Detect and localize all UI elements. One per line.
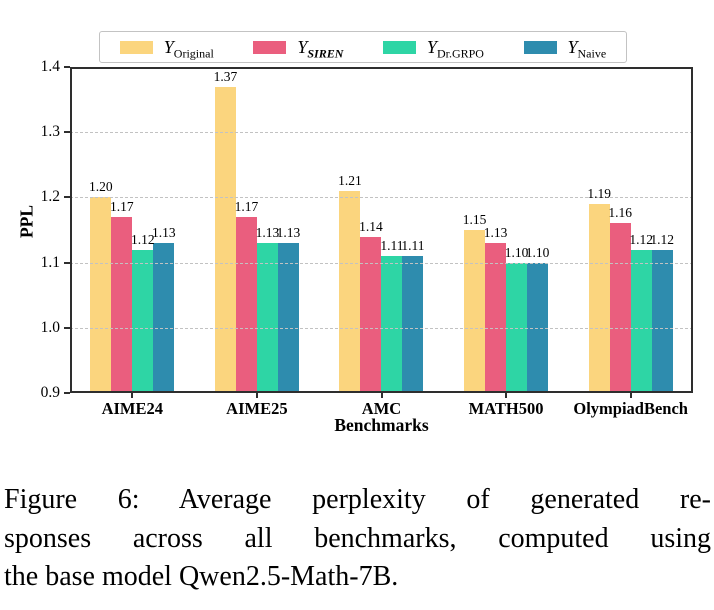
legend-sub-drgrpo: Dr.GRPO: [436, 45, 484, 60]
bar-value-label: 1.17: [109, 198, 134, 214]
chart-legend: YOriginal YSIREN YDr.GRPO YNaive: [99, 31, 627, 63]
x-tick-mark: [505, 393, 508, 398]
x-tick-mark: [255, 393, 258, 398]
bar-value-label: 1.10: [525, 244, 550, 260]
legend-symbol: Y: [567, 36, 578, 57]
x-tick-mark: [629, 393, 632, 398]
caption-line-1: Figure 6: Average perplexity of generate…: [4, 484, 711, 515]
legend-item-original: YOriginal: [119, 36, 214, 60]
y-tick-label-1.3: 1.3: [40, 123, 60, 141]
bar-group-aime25: 1.37 1.17 1.13 1.13: [195, 67, 320, 393]
x-tick-label-olympiadbench: OlympiadBench: [573, 399, 688, 418]
legend-swatch-original: [119, 40, 153, 54]
bar-group-amc: 1.21 1.14 1.11 1.11: [319, 67, 444, 393]
bar-value-label: 1.14: [359, 218, 383, 234]
bar-value-label: 1.13: [483, 225, 508, 241]
x-tick-label-amc: AMC: [361, 399, 402, 418]
bar-drgrpo-math500: 1.10: [505, 245, 528, 393]
bar-siren-amc: 1.14: [359, 219, 383, 393]
bar-value-label: 1.10: [504, 244, 529, 260]
bar-original-aime24: 1.20: [89, 179, 113, 393]
y-tick-mark: [64, 131, 70, 134]
legend-symbol: Y: [426, 36, 437, 57]
bar-value-label: 1.11: [401, 238, 425, 254]
legend-label-siren: YSIREN: [297, 36, 344, 60]
legend-sub-naive: Naive: [577, 45, 607, 60]
x-tick-mark: [131, 393, 134, 398]
y-tick-label-1.2: 1.2: [40, 188, 60, 206]
bar-value-label: 1.12: [629, 231, 653, 247]
bar-value-label: 1.13: [276, 225, 301, 241]
bar-value-label: 1.19: [587, 185, 611, 201]
legend-item-siren: YSIREN: [253, 36, 344, 60]
bar-naive-amc: 1.11: [401, 238, 425, 393]
bar-original-aime25: 1.37: [214, 69, 237, 393]
bar-value-label: 1.15: [462, 212, 487, 227]
y-tick-mark: [64, 66, 70, 68]
legend-item-drgrpo: YDr.GRPO: [382, 36, 484, 60]
bar-value-label: 1.11: [380, 238, 404, 254]
legend-swatch-naive: [523, 40, 557, 54]
bar-value-label: 1.37: [213, 68, 238, 84]
bar-group-math500: 1.15 1.13 1.10 1.10: [444, 67, 569, 393]
y-tick-label-1.0: 1.0: [40, 318, 60, 336]
x-tick-mark: [380, 393, 383, 398]
legend-symbol: Y: [297, 36, 308, 57]
bar-groups-container: 1.20 1.17 1.12 1.13 1.37 1.17 1.13 1.13 1.21 1.14…: [70, 67, 693, 393]
bar-naive-olympiadbench: 1.12: [650, 232, 674, 393]
bar-siren-math500: 1.13: [484, 225, 507, 393]
bar-naive-aime25: 1.13: [277, 225, 300, 393]
bar-siren-aime24: 1.17: [110, 199, 134, 393]
legend-symbol: Y: [163, 36, 174, 57]
bar-original-olympiadbench: 1.19: [587, 186, 611, 393]
bar-value-label: 1.17: [234, 198, 259, 214]
caption-line-3: the base model Qwen2.5-Math-7B.: [4, 561, 399, 592]
legend-label-drgrpo: YDr.GRPO: [426, 36, 484, 60]
legend-label-original: YOriginal: [163, 36, 214, 60]
x-tick-label-math500: MATH500: [468, 399, 544, 418]
legend-swatch-drgrpo: [382, 40, 416, 54]
y-tick-mark: [64, 196, 70, 199]
bar-value-label: 1.12: [130, 231, 155, 247]
plot-area: 1.20 1.17 1.12 1.13 1.37 1.17 1.13 1.13 1.21 1.14…: [70, 67, 693, 393]
bar-original-math500: 1.15: [463, 212, 486, 393]
y-tick-mark: [64, 326, 70, 329]
bar-drgrpo-aime24: 1.12: [131, 232, 155, 393]
bar-siren-aime25: 1.17: [235, 199, 258, 393]
bar-original-amc: 1.21: [338, 173, 362, 393]
y-tick-label-1.4: 1.4: [40, 58, 60, 75]
bar-value-label: 1.12: [650, 231, 674, 247]
legend-sub-original: Original: [173, 45, 214, 60]
bar-value-label: 1.13: [255, 225, 280, 241]
bar-value-label: 1.20: [88, 179, 113, 195]
x-tick-label-aime25: AIME25: [226, 399, 288, 418]
y-tick-mark: [64, 261, 70, 264]
bar-value-label: 1.13: [151, 225, 176, 241]
bar-group-aime24: 1.20 1.17 1.12 1.13: [70, 67, 195, 393]
bar-value-label: 1.16: [608, 205, 632, 221]
y-tick-mark: [64, 392, 70, 394]
bar-drgrpo-olympiadbench: 1.12: [629, 232, 653, 393]
bar-group-olympiadbench: 1.19 1.16 1.12 1.12: [568, 67, 693, 393]
figure-caption: Figure 6: Average perplexity of generate…: [4, 481, 711, 597]
y-tick-label-0.9: 0.9: [40, 384, 60, 401]
legend-item-naive: YNaive: [523, 36, 607, 60]
bar-drgrpo-amc: 1.11: [380, 238, 404, 393]
legend-label-naive: YNaive: [567, 36, 607, 60]
bar-naive-math500: 1.10: [526, 245, 549, 393]
x-axis-title: Benchmarks: [334, 415, 429, 435]
bar-value-label: 1.21: [338, 172, 362, 188]
x-tick-label-aime24: AIME24: [101, 399, 164, 418]
caption-line-2: sponses across all benchmarks, computed …: [4, 522, 711, 554]
legend-sub-siren: SIREN: [307, 45, 344, 60]
y-tick-label-1.1: 1.1: [40, 253, 60, 271]
legend-swatch-siren: [253, 40, 287, 54]
bar-naive-aime24: 1.13: [152, 225, 176, 393]
bar-drgrpo-aime25: 1.13: [256, 225, 279, 393]
bar-siren-olympiadbench: 1.16: [608, 205, 632, 393]
